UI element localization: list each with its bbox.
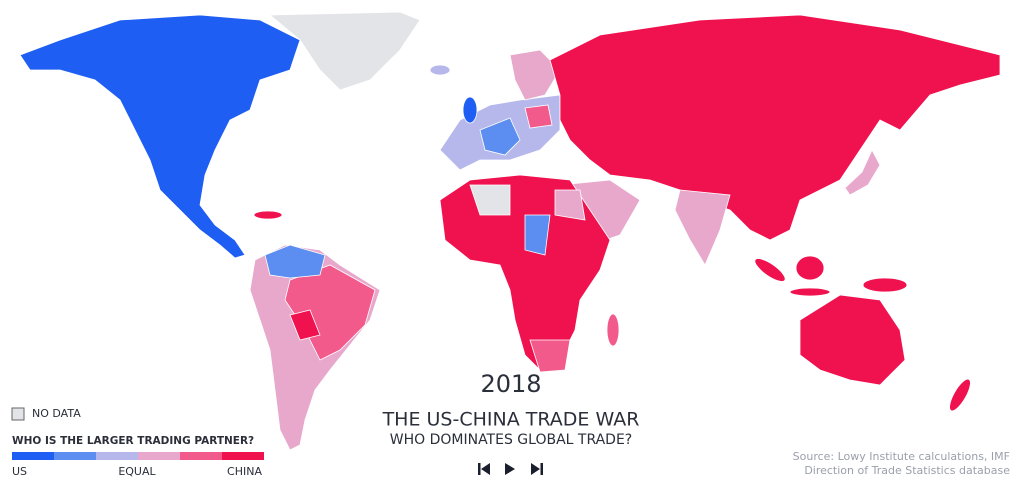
greenland <box>268 11 421 91</box>
year: 2018 <box>480 370 541 398</box>
title: THE US-CHINA TRADE WAR <box>382 409 640 431</box>
bolivia <box>289 309 321 341</box>
scale-swatch <box>96 452 138 460</box>
scale-swatch <box>180 452 222 460</box>
subtitle: WHO DOMINATES GLOBAL TRADE? <box>390 432 633 448</box>
scale-swatch <box>222 452 264 460</box>
scale-label: CHINA <box>227 465 262 478</box>
brazil <box>284 264 376 361</box>
northern-south-america <box>264 244 326 279</box>
legend-heading: WHO IS THE LARGER TRADING PARTNER? <box>12 435 254 447</box>
scale-label: EQUAL <box>118 465 156 478</box>
egypt <box>554 189 586 221</box>
new-zealand <box>949 378 971 412</box>
scandinavia <box>509 49 561 101</box>
poland <box>524 104 553 129</box>
africa <box>439 174 611 371</box>
cuba <box>253 210 283 220</box>
southern-africa <box>529 339 571 373</box>
iceland <box>429 64 451 76</box>
uk <box>462 96 478 124</box>
scale-label: US <box>12 465 27 478</box>
new-guinea <box>862 277 908 293</box>
russia-asia <box>549 14 1001 241</box>
no-data-swatch <box>11 407 25 421</box>
scale-swatch <box>12 452 54 460</box>
world-map <box>19 11 1001 451</box>
borneo <box>795 255 825 281</box>
legend: NO DATA WHO IS THE LARGER TRADING PARTNE… <box>11 407 264 478</box>
no-data-label: NO DATA <box>32 407 81 420</box>
play-button[interactable] <box>502 461 520 477</box>
previous-button[interactable] <box>476 461 494 477</box>
japan <box>844 149 881 196</box>
sumatra <box>754 258 786 282</box>
next-button[interactable] <box>528 461 546 477</box>
western-europe <box>479 117 521 156</box>
scale-swatch <box>138 452 180 460</box>
playback-controls <box>476 461 546 477</box>
scale-swatch <box>54 452 96 460</box>
australia <box>799 294 906 386</box>
central-africa <box>524 214 551 256</box>
north-africa <box>469 184 511 216</box>
source-line: Source: Lowy Institute calculations, IMF <box>793 450 1010 463</box>
source-line: Direction of Trade Statistics database <box>804 464 1010 477</box>
java <box>789 287 831 297</box>
india <box>674 189 731 266</box>
north-america <box>19 14 301 259</box>
madagascar <box>606 313 620 347</box>
